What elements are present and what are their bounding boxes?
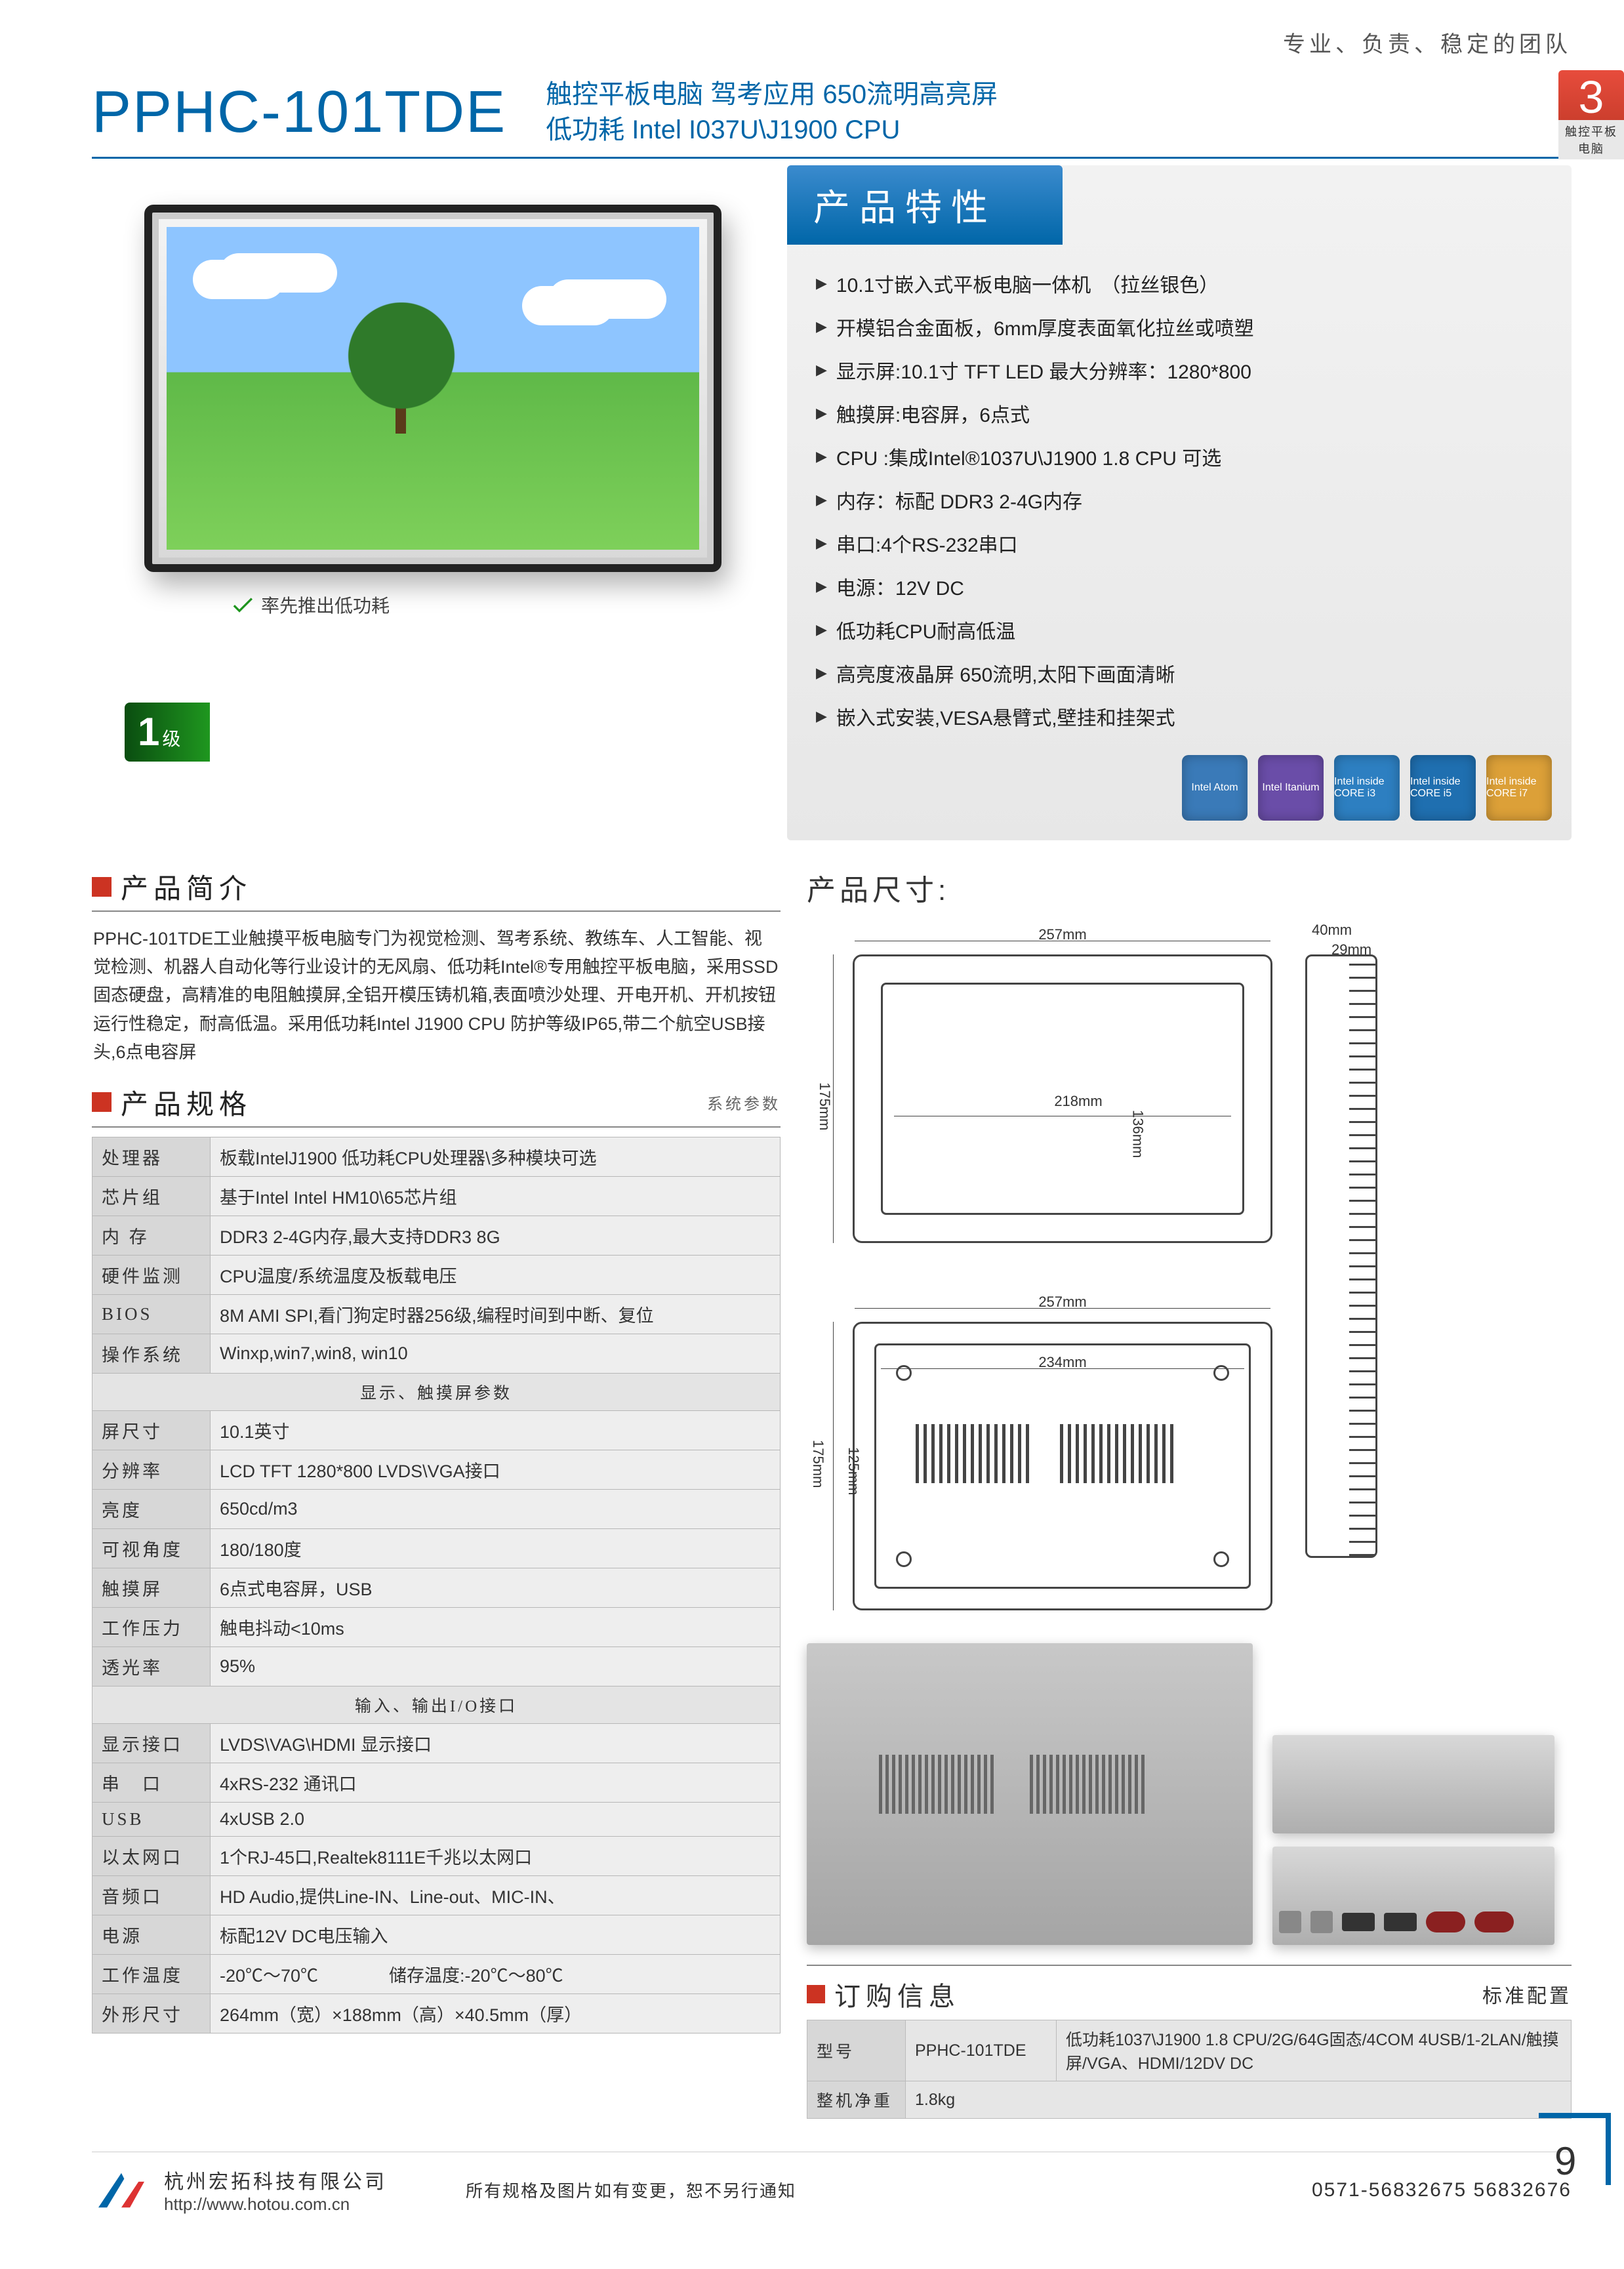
- company-logo: [92, 2167, 151, 2213]
- features-list: 10.1寸嵌入式平板电脑一体机 （拉丝银色）开模铝合金面板，6mm厚度表面氧化拉…: [787, 245, 1572, 755]
- feature-item: 开模铝合金面板，6mm厚度表面氧化拉丝或喷塑: [816, 305, 1543, 348]
- order-info: 订购信息 标准配置 型号PPHC-101TDE低功耗1037\J1900 1.8…: [807, 1965, 1572, 2119]
- feature-checkmark: 率先推出低功耗: [230, 592, 761, 618]
- disclaimer: 所有规格及图片如有变更，恕不另行通知: [466, 2178, 796, 2202]
- cpu-badge: Intel inside CORE i7: [1486, 755, 1552, 821]
- feature-item: 低功耗CPU耐高低温: [816, 608, 1543, 651]
- feature-item: 嵌入式安装,VESA悬臂式,壁挂和挂架式: [816, 695, 1543, 738]
- company-name: 杭州宏拓科技有限公司: [164, 2165, 387, 2194]
- spec-sub1: 系统参数: [707, 1091, 781, 1114]
- company-url: http://www.hotou.com.cn: [164, 2194, 387, 2215]
- product-image-area: 1 率先推出低功耗: [92, 165, 761, 840]
- model-number: PPHC-101TDE: [92, 79, 506, 146]
- feature-item: 触摸屏:电容屏，6点式: [816, 392, 1543, 435]
- dim-side-view: [1305, 954, 1377, 1558]
- dim-panelh: 125mm: [845, 1447, 862, 1495]
- telephone: 0571-56832675 56832676: [1312, 2179, 1572, 2201]
- cpu-badge: Intel inside CORE i5: [1410, 755, 1476, 821]
- footer: 杭州宏拓科技有限公司 http://www.hotou.com.cn 所有规格及…: [92, 2152, 1572, 2215]
- dim-back-view: 257mm 234mm: [853, 1322, 1272, 1610]
- subtitle: 触控平板电脑 驾考应用 650流明高亮屏 低功耗 Intel I037U\J19…: [546, 77, 998, 148]
- intro-heading: 产品简介: [92, 867, 781, 912]
- product-monitor-illustration: [144, 205, 721, 572]
- checkmark-label: 率先推出低功耗: [261, 592, 390, 618]
- check-icon: [230, 592, 256, 618]
- photo-side: [1272, 1735, 1554, 1833]
- red-square-icon: [92, 1092, 112, 1112]
- subtitle-line2: 低功耗 Intel I037U\J1900 CPU: [546, 112, 998, 148]
- grade-badge: 1: [125, 703, 210, 762]
- intro-title: 产品简介: [121, 867, 252, 907]
- spec-table: 处理器板载IntelJ1900 低功耗CPU处理器\多种模块可选芯片组基于Int…: [92, 1137, 781, 2034]
- subtitle-line1: 触控平板电脑 驾考应用 650流明高亮屏: [546, 77, 998, 112]
- dimension-diagrams: 257mm 218mm 136mm 175mm: [807, 922, 1572, 1624]
- feature-item: 串口:4个RS-232串口: [816, 521, 1543, 565]
- order-title: 订购信息: [834, 1975, 960, 2013]
- photo-ports: [1272, 1847, 1554, 1945]
- dim-disph: 136mm: [1129, 1110, 1146, 1158]
- feature-item: CPU :集成Intel®1037U\J1900 1.8 CPU 可选: [816, 435, 1543, 478]
- intro-text: PPHC-101TDE工业触摸平板电脑专门为视觉检测、驾考系统、教练车、人工智能…: [92, 921, 781, 1082]
- side-tab-text: 触控平板电脑: [1558, 120, 1624, 159]
- dim-thick40: 40mm: [1312, 922, 1352, 939]
- photo-back: [807, 1643, 1253, 1945]
- dim-front-view: 257mm 218mm 136mm: [853, 954, 1272, 1243]
- side-tab-number: 3: [1558, 70, 1624, 120]
- dim-h175b: 175mm: [809, 1440, 826, 1488]
- dim-h175: 175mm: [816, 1082, 833, 1130]
- order-table: 型号PPHC-101TDE低功耗1037\J1900 1.8 CPU/2G/64…: [807, 2020, 1572, 2119]
- red-square-icon: [92, 877, 112, 897]
- spec-heading: 产品规格 系统参数: [92, 1082, 781, 1128]
- cpu-badge: Intel inside CORE i3: [1334, 755, 1400, 821]
- red-square-icon: [807, 1985, 825, 2003]
- side-tab: 3 触控平板电脑: [1558, 70, 1624, 155]
- slogan: 专业、负责、稳定的团队: [92, 26, 1572, 58]
- cpu-badge: Intel Itanium: [1258, 755, 1324, 821]
- product-photos: [807, 1643, 1572, 1945]
- feature-item: 高亮度液晶屏 650流明,太阳下画面清晰: [816, 651, 1543, 695]
- feature-item: 电源：12V DC: [816, 565, 1543, 608]
- dimensions-title: 产品尺寸:: [807, 867, 1572, 909]
- features-title: 产品特性: [787, 165, 1063, 245]
- page-number: 9: [1539, 2113, 1611, 2185]
- features-box: 产品特性 10.1寸嵌入式平板电脑一体机 （拉丝银色）开模铝合金面板，6mm厚度…: [787, 165, 1572, 840]
- feature-item: 显示屏:10.1寸 TFT LED 最大分辨率：1280*800: [816, 348, 1543, 392]
- order-std-label: 标准配置: [1482, 1980, 1572, 2009]
- spec-title: 产品规格: [121, 1082, 252, 1122]
- dim-dispw: 218mm: [1054, 1093, 1102, 1110]
- cpu-badge: Intel Atom: [1182, 755, 1248, 821]
- header: PPHC-101TDE 触控平板电脑 驾考应用 650流明高亮屏 低功耗 Int…: [92, 64, 1572, 159]
- feature-item: 内存：标配 DDR3 2-4G内存: [816, 478, 1543, 521]
- feature-item: 10.1寸嵌入式平板电脑一体机 （拉丝银色）: [816, 262, 1543, 305]
- cpu-badges: Intel AtomIntel ItaniumIntel inside CORE…: [787, 755, 1572, 827]
